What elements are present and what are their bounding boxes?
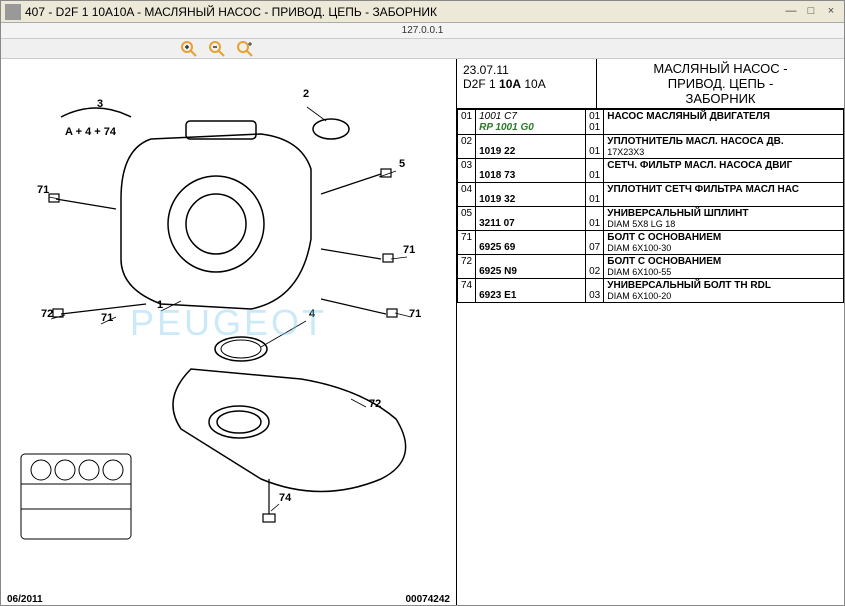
part-num: 01 (458, 110, 476, 135)
table-row[interactable]: 726925 N902БОЛТ С ОСНОВАНИЕМDIAM 6X100-5… (458, 255, 844, 279)
part-desc: БОЛТ С ОСНОВАНИЕМDIAM 6X100-55 (604, 255, 844, 279)
callout-label: 71 (403, 244, 415, 256)
close-button[interactable]: × (822, 4, 840, 20)
part-qty: 01 (586, 159, 604, 183)
app-icon (5, 4, 21, 20)
callout-label: 2 (303, 88, 309, 100)
part-ref: 6925 N9 (476, 255, 586, 279)
zoom-out-button[interactable] (209, 41, 225, 57)
content-area: 3257172711471717274 A + 4 + 74 PEUGEOT 0… (1, 59, 844, 605)
part-qty: 01 (586, 207, 604, 231)
parts-header: 23.07.11 D2F 1 10A 10A МАСЛЯНЫЙ НАСОС - … (457, 59, 844, 109)
diagram-date: 06/2011 (7, 594, 43, 605)
table-row[interactable]: 053211 0701УНИВЕРСАЛЬНЫЙ ШПЛИНТDIAM 5X8 … (458, 207, 844, 231)
diagram-code: 00074242 (406, 594, 451, 605)
zoom-in-button[interactable] (181, 41, 197, 57)
callout-label: 72 (41, 308, 53, 320)
part-num: 71 (458, 231, 476, 255)
callout-label: 72 (369, 398, 381, 410)
zoom-out-icon (209, 41, 225, 57)
parts-table: 011001 C7RP 1001 G00101НАСОС МАСЛЯНЫЙ ДВ… (457, 109, 844, 303)
table-row[interactable]: 021019 2201УПЛОТНИТЕЛЬ МАСЛ. НАСОСА ДВ.1… (458, 135, 844, 159)
maximize-button[interactable]: □ (802, 4, 820, 20)
parts-diagram[interactable]: 3257172711471717274 A + 4 + 74 PEUGEOT (1, 59, 456, 587)
part-desc: УНИВЕРСАЛЬНЫЙ ШПЛИНТDIAM 5X8 LG 18 (604, 207, 844, 231)
window-title: 407 - D2F 1 10A10A - МАСЛЯНЫЙ НАСОС - ПР… (25, 5, 780, 19)
callout-label: 5 (399, 158, 405, 170)
part-desc: УПЛОТНИТЕЛЬ МАСЛ. НАСОСА ДВ.17X23X3 (604, 135, 844, 159)
part-desc: УНИВЕРСАЛЬНЫЙ БОЛТ TH RDLDIAM 6X100-20 (604, 279, 844, 303)
app-window: 407 - D2F 1 10A10A - МАСЛЯНЫЙ НАСОС - ПР… (0, 0, 845, 606)
part-num: 05 (458, 207, 476, 231)
part-qty: 03 (586, 279, 604, 303)
zoom-in-icon (181, 41, 197, 57)
part-num: 02 (458, 135, 476, 159)
part-qty: 02 (586, 255, 604, 279)
callout-label: 4 (309, 308, 316, 320)
header-title: МАСЛЯНЫЙ НАСОС - ПРИВОД. ЦЕПЬ - ЗАБОРНИК (597, 59, 844, 108)
part-desc: СЕТЧ. ФИЛЬТР МАСЛ. НАСОСА ДВИГ (604, 159, 844, 183)
callout-label: 74 (279, 492, 292, 504)
part-qty: 07 (586, 231, 604, 255)
part-num: 74 (458, 279, 476, 303)
titlebar: 407 - D2F 1 10A10A - МАСЛЯНЫЙ НАСОС - ПР… (1, 1, 844, 23)
header-date: 23.07.11 (463, 63, 590, 77)
callout-label: 3 (97, 98, 103, 110)
zoom-fit-icon (237, 41, 253, 57)
part-desc: НАСОС МАСЛЯНЫЙ ДВИГАТЕЛЯ (604, 110, 844, 135)
part-num: 04 (458, 183, 476, 207)
part-num: 03 (458, 159, 476, 183)
table-row[interactable]: 031018 7301СЕТЧ. ФИЛЬТР МАСЛ. НАСОСА ДВИ… (458, 159, 844, 183)
part-ref: 1018 73 (476, 159, 586, 183)
table-row[interactable]: 041019 3201УПЛОТНИТ СЕТЧ ФИЛЬТРА МАСЛ НА… (458, 183, 844, 207)
parts-panel: 23.07.11 D2F 1 10A 10A МАСЛЯНЫЙ НАСОС - … (456, 59, 844, 605)
part-qty: 0101 (586, 110, 604, 135)
header-code: D2F 1 10A 10A (463, 77, 590, 91)
part-ref: 1001 C7RP 1001 G0 (476, 110, 586, 135)
toolbar (1, 39, 844, 59)
part-ref: 6923 E1 (476, 279, 586, 303)
diagram-panel: 3257172711471717274 A + 4 + 74 PEUGEOT 0… (1, 59, 456, 605)
part-qty: 01 (586, 183, 604, 207)
header-meta: 23.07.11 D2F 1 10A 10A (457, 59, 597, 108)
part-num: 72 (458, 255, 476, 279)
callout-label: 71 (409, 308, 421, 320)
zoom-fit-button[interactable] (237, 41, 253, 57)
part-ref: 1019 22 (476, 135, 586, 159)
part-qty: 01 (586, 135, 604, 159)
callout-label: 1 (157, 299, 163, 311)
part-desc: УПЛОТНИТ СЕТЧ ФИЛЬТРА МАСЛ НАС (604, 183, 844, 207)
part-ref: 3211 07 (476, 207, 586, 231)
diagram-formula: A + 4 + 74 (65, 126, 117, 138)
part-desc: БОЛТ С ОСНОВАНИЕМDIAM 6X100-30 (604, 231, 844, 255)
callout-label: 71 (37, 184, 49, 196)
diagram-svg: 3 2 5 71 72 71 1 4 71 71 72 74 A + 4 + 74 (1, 59, 456, 569)
callout-label: 71 (101, 312, 113, 324)
address-bar: 127.0.0.1 (1, 23, 844, 39)
table-row[interactable]: 011001 C7RP 1001 G00101НАСОС МАСЛЯНЫЙ ДВ… (458, 110, 844, 135)
part-ref: 6925 69 (476, 231, 586, 255)
part-ref: 1019 32 (476, 183, 586, 207)
table-row[interactable]: 716925 6907БОЛТ С ОСНОВАНИЕМDIAM 6X100-3… (458, 231, 844, 255)
minimize-button[interactable]: — (782, 4, 800, 20)
table-row[interactable]: 746923 E103УНИВЕРСАЛЬНЫЙ БОЛТ TH RDLDIAM… (458, 279, 844, 303)
